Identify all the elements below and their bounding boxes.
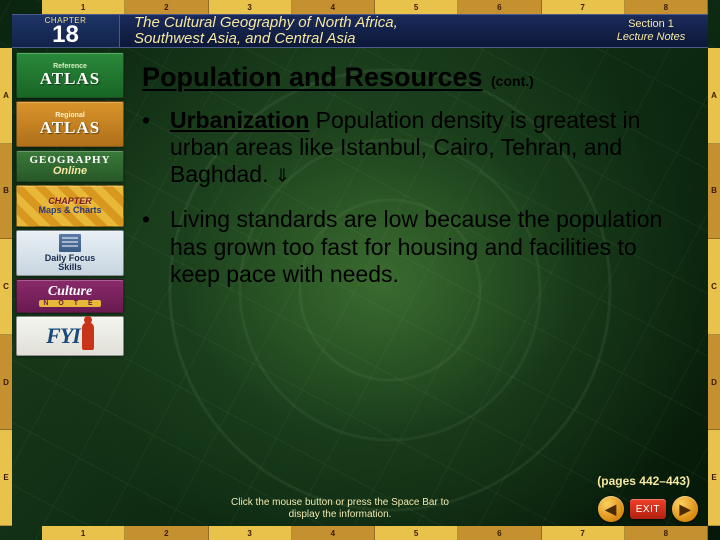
header-title: The Cultural Geography of North Africa, … [120, 15, 600, 47]
bullet-text: Urbanization Population density is great… [170, 107, 692, 188]
ruler-right-seg: B [708, 144, 720, 240]
ruler-top-seg: 5 [375, 0, 458, 14]
sidebar-culture-line1: Culture [48, 285, 92, 299]
ruler-top-seg: 8 [625, 0, 708, 14]
ruler-right-seg: E [708, 430, 720, 526]
ruler-bottom: 1 2 3 4 5 6 7 8 [42, 526, 708, 540]
bullet-marker: • [142, 206, 170, 287]
ruler-bottom-seg: 6 [458, 526, 541, 540]
chapter-box: CHAPTER 18 [12, 15, 120, 47]
sidebar-chapter-mc-line2: Maps & Charts [38, 206, 101, 215]
sidebar-chapter-maps-charts[interactable]: CHAPTER Maps & Charts [16, 185, 124, 227]
ruler-bottom-seg: 4 [292, 526, 375, 540]
ruler-bottom-seg: 8 [625, 526, 708, 540]
ruler-top-seg: 3 [209, 0, 292, 14]
nav-controls: ◀ EXIT ▶ [598, 496, 698, 522]
chevron-right-icon: ▶ [680, 501, 691, 518]
header-bar: CHAPTER 18 The Cultural Geography of Nor… [12, 14, 708, 48]
bullet-list: • Urbanization Population density is gre… [142, 107, 692, 288]
ruler-top-seg: 1 [42, 0, 125, 14]
header-title-line1: The Cultural Geography of North Africa, [134, 15, 600, 31]
ruler-top-seg: 2 [125, 0, 208, 14]
ruler-bottom-seg: 7 [542, 526, 625, 540]
sidebar-reference-atlas[interactable]: Reference ATLAS [16, 52, 124, 98]
ruler-left-seg: E [0, 430, 12, 526]
person-icon [82, 322, 94, 350]
ruler-left-seg: A [0, 48, 12, 144]
ruler-bottom-seg: 5 [375, 526, 458, 540]
section-line2: Lecture Notes [600, 31, 702, 44]
ruler-top-seg: 7 [542, 0, 625, 14]
section-line1: Section 1 [600, 18, 702, 31]
projector-icon [59, 234, 81, 252]
ruler-bottom-seg: 2 [125, 526, 208, 540]
ruler-right: A B C D E [708, 48, 720, 526]
sidebar-culture-note[interactable]: Culture N O T E [16, 279, 124, 313]
sidebar-regional-atlas[interactable]: Regional ATLAS [16, 101, 124, 147]
sidebar-geography-online-line2: Online [53, 166, 87, 177]
ruler-bottom-seg: 3 [209, 526, 292, 540]
chevron-left-icon: ◀ [605, 501, 616, 518]
sidebar-regional-atlas-big: ATLAS [40, 119, 100, 136]
ruler-top-seg: 6 [458, 0, 541, 14]
sidebar-daily-focus-skills[interactable]: Daily Focus Skills [16, 230, 124, 276]
chapter-number: 18 [52, 23, 79, 47]
ruler-left: A B C D E [0, 48, 12, 526]
ruler-right-seg: A [708, 48, 720, 144]
slide-title: Population and Resources [142, 62, 483, 92]
slide-title-cont: (cont.) [491, 73, 534, 89]
bullet-text: Living standards are low because the pop… [170, 206, 692, 287]
bullet-marker: • [142, 107, 170, 188]
sidebar-fyi-text: FYI [46, 325, 80, 347]
bullet-term: Urbanization [170, 107, 309, 133]
ruler-top: 1 2 3 4 5 6 7 8 [42, 0, 708, 14]
footer-hint: Click the mouse button or press the Spac… [230, 497, 450, 520]
sidebar-fyi[interactable]: FYI [16, 316, 124, 356]
nav-next-button[interactable]: ▶ [672, 496, 698, 522]
sidebar-geography-online[interactable]: GEOGRAPHY Online [16, 150, 124, 182]
ruler-left-seg: C [0, 239, 12, 335]
ruler-left-seg: B [0, 144, 12, 240]
ruler-right-seg: C [708, 239, 720, 335]
ruler-left-seg: D [0, 335, 12, 431]
bullet-rest: Living standards are low because the pop… [170, 206, 662, 286]
sidebar-reference-atlas-big: ATLAS [40, 70, 100, 87]
bullet-item: • Living standards are low because the p… [142, 206, 692, 287]
section-box: Section 1 Lecture Notes [600, 18, 708, 43]
bullet-item: • Urbanization Population density is gre… [142, 107, 692, 188]
nav-exit-button[interactable]: EXIT [630, 499, 666, 519]
header-title-line2: Southwest Asia, and Central Asia [134, 31, 600, 47]
ruler-bottom-seg: 1 [42, 526, 125, 540]
ruler-right-seg: D [708, 335, 720, 431]
ruler-top-seg: 4 [292, 0, 375, 14]
down-arrow-icon: ⇓ [275, 166, 290, 186]
nav-prev-button[interactable]: ◀ [598, 496, 624, 522]
pages-reference: (pages 442–443) [597, 474, 690, 488]
sidebar-culture-line2: N O T E [39, 300, 100, 307]
sidebar-dfs-text: Daily Focus Skills [45, 254, 96, 273]
slide-content: Population and Resources (cont.) • Urban… [142, 62, 692, 306]
sidebar: Reference ATLAS Regional ATLAS GEOGRAPHY… [16, 52, 124, 356]
